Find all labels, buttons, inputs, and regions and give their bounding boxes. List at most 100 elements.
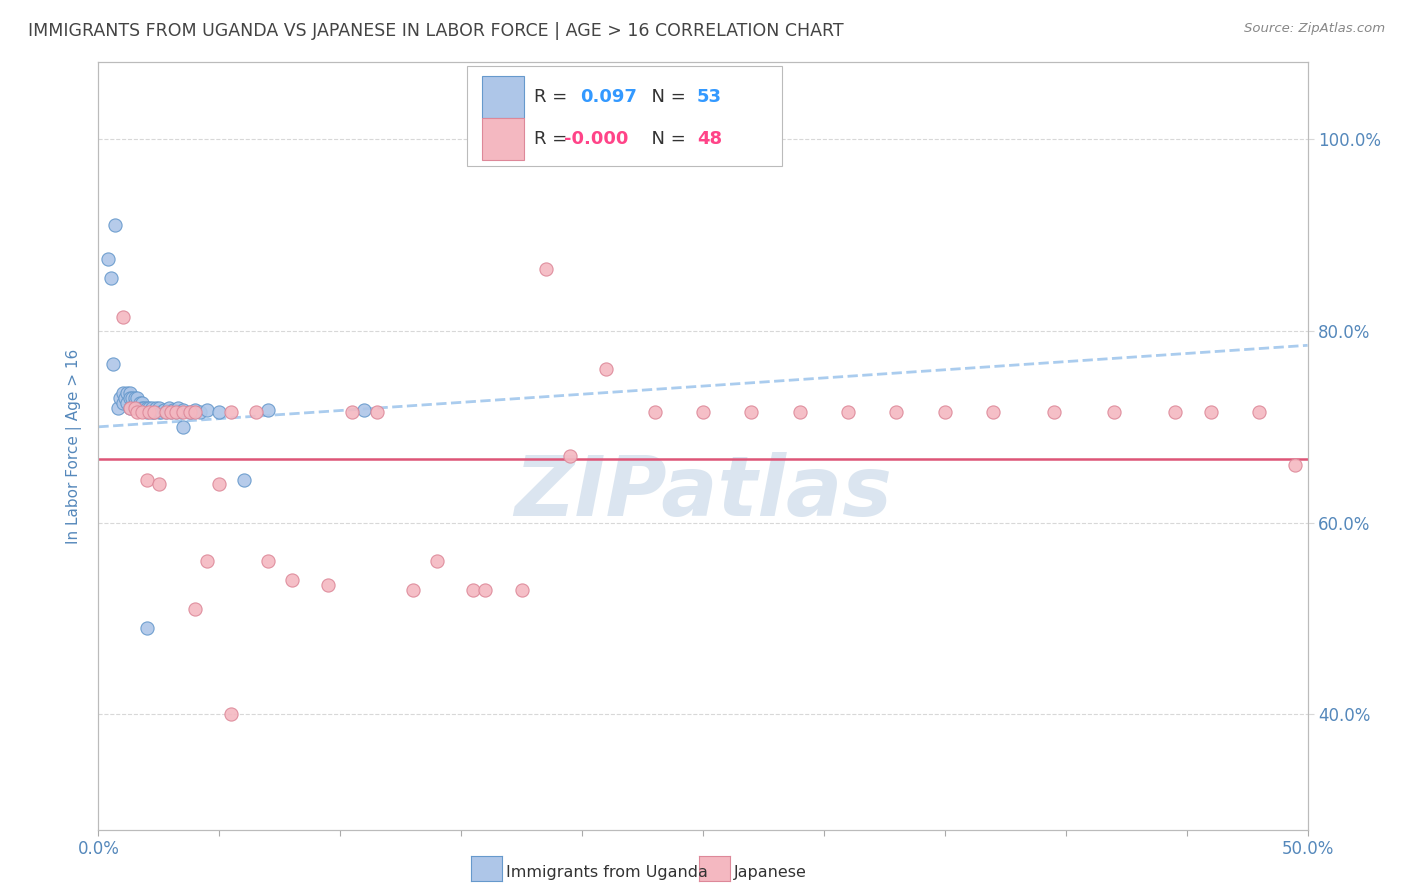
- Point: [402, 582, 425, 597]
- Point: [172, 405, 194, 419]
- Point: [124, 391, 146, 405]
- Point: [104, 219, 127, 233]
- Point: [148, 405, 170, 419]
- Point: [155, 405, 177, 419]
- Point: [188, 405, 211, 419]
- Point: [157, 401, 180, 415]
- Point: [118, 386, 141, 401]
- Point: [184, 402, 207, 417]
- Point: [131, 396, 153, 410]
- Text: N =: N =: [640, 88, 692, 106]
- Point: [221, 707, 243, 722]
- Point: [981, 405, 1004, 419]
- Point: [245, 405, 267, 419]
- Point: [184, 602, 207, 616]
- Point: [837, 405, 859, 419]
- Point: [353, 402, 375, 417]
- Text: R =: R =: [534, 130, 572, 148]
- Point: [1163, 405, 1185, 419]
- Text: R =: R =: [534, 88, 572, 106]
- Point: [160, 405, 183, 419]
- Point: [160, 405, 183, 419]
- Point: [195, 402, 218, 417]
- Point: [316, 578, 339, 592]
- Point: [510, 582, 533, 597]
- Point: [169, 405, 191, 419]
- Point: [135, 401, 157, 415]
- Text: Immigrants from Uganda: Immigrants from Uganda: [506, 865, 709, 880]
- Point: [221, 405, 243, 419]
- Point: [131, 405, 153, 419]
- Point: [232, 473, 254, 487]
- Point: [121, 391, 143, 405]
- Point: [134, 401, 156, 415]
- Point: [127, 401, 149, 415]
- Point: [342, 405, 364, 419]
- Point: [145, 401, 167, 415]
- Point: [595, 362, 617, 376]
- Point: [135, 405, 157, 419]
- Point: [111, 310, 134, 324]
- Point: [135, 621, 157, 635]
- Point: [150, 405, 173, 419]
- Point: [256, 402, 278, 417]
- Point: [143, 405, 166, 419]
- Point: [135, 473, 157, 487]
- Point: [118, 401, 141, 415]
- Text: 48: 48: [697, 130, 723, 148]
- Point: [141, 405, 163, 419]
- Point: [100, 271, 122, 285]
- Point: [148, 477, 170, 491]
- Point: [138, 401, 160, 415]
- Text: N =: N =: [640, 130, 692, 148]
- Point: [114, 391, 136, 405]
- Point: [124, 401, 146, 415]
- Point: [167, 401, 190, 415]
- Point: [208, 477, 231, 491]
- FancyBboxPatch shape: [482, 118, 524, 161]
- Point: [740, 405, 762, 419]
- Point: [165, 405, 187, 419]
- Text: 0.097: 0.097: [579, 88, 637, 106]
- Point: [165, 405, 187, 419]
- Point: [366, 405, 388, 419]
- Point: [256, 554, 278, 568]
- Point: [1284, 458, 1306, 473]
- Point: [1249, 405, 1271, 419]
- Text: ZIPatlas: ZIPatlas: [515, 451, 891, 533]
- Text: Japanese: Japanese: [734, 865, 807, 880]
- Point: [127, 391, 149, 405]
- FancyBboxPatch shape: [482, 76, 524, 118]
- Point: [117, 386, 139, 401]
- Point: [141, 401, 163, 415]
- Point: [558, 449, 581, 463]
- Point: [1042, 405, 1064, 419]
- Point: [179, 405, 201, 419]
- Point: [138, 405, 160, 419]
- FancyBboxPatch shape: [467, 66, 782, 166]
- Point: [128, 396, 150, 410]
- Point: [208, 405, 231, 419]
- Point: [108, 391, 131, 405]
- Point: [172, 420, 194, 434]
- Point: [281, 574, 304, 588]
- Point: [184, 405, 207, 419]
- Point: [118, 401, 141, 415]
- Point: [195, 554, 218, 568]
- Point: [101, 358, 124, 372]
- Point: [111, 386, 134, 401]
- Y-axis label: In Labor Force | Age > 16: In Labor Force | Age > 16: [66, 349, 83, 543]
- Text: Source: ZipAtlas.com: Source: ZipAtlas.com: [1244, 22, 1385, 36]
- Point: [143, 405, 166, 419]
- Point: [97, 252, 120, 266]
- Point: [886, 405, 908, 419]
- Point: [1102, 405, 1125, 419]
- Point: [117, 396, 139, 410]
- Point: [172, 402, 194, 417]
- Point: [934, 405, 956, 419]
- Point: [179, 405, 201, 419]
- Point: [155, 405, 177, 419]
- Point: [692, 405, 714, 419]
- Point: [789, 405, 811, 419]
- Point: [644, 405, 666, 419]
